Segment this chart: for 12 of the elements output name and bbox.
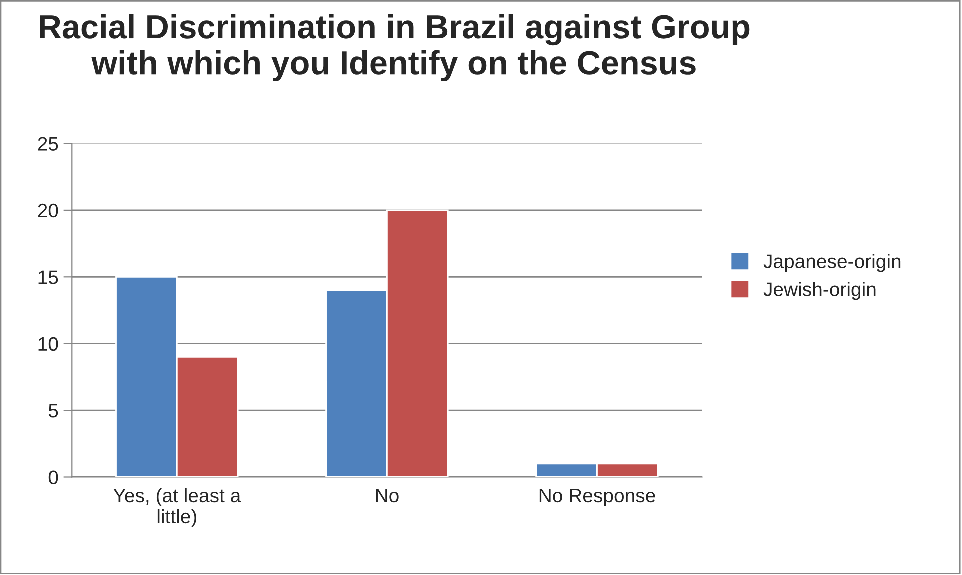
legend-label: Japanese-origin [764, 254, 901, 272]
x-tick-label: No [376, 489, 399, 503]
y-tick-label: 15 [38, 270, 58, 284]
y-tick-label: 5 [48, 404, 58, 418]
y-tick-label: 10 [38, 337, 58, 352]
chart-title: Racial Discrimination in Brazil against Group with which you Identify on the Census [40, 14, 750, 82]
y-tick-label: 0 [48, 470, 58, 484]
legend-label: Jewish-origin [764, 282, 876, 300]
y-tick-label: 20 [38, 204, 58, 218]
y-tick-label: 25 [38, 137, 58, 151]
x-tick-label: No Response [540, 489, 656, 506]
x-tick-label: Yes, (at least a little) [114, 488, 242, 528]
